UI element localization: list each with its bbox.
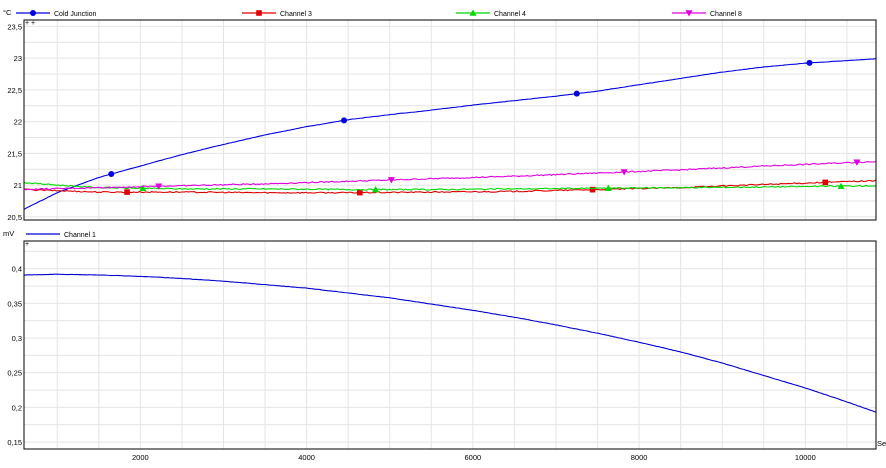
series-marker: [155, 183, 163, 190]
y-unit-label: mV: [3, 229, 14, 238]
series-marker: [573, 90, 580, 97]
series-marker: [620, 169, 628, 176]
y-tick-label: 0,25: [7, 369, 22, 378]
series-line-channel-3: [23, 179, 877, 194]
legend-label: Cold Junction: [54, 11, 97, 18]
series-marker: [372, 186, 380, 193]
series-marker: [604, 184, 612, 191]
series-line-channel-1: [24, 273, 877, 413]
series-line-channel-4: [23, 181, 877, 191]
x-unit-label: Se: [877, 439, 886, 448]
series-marker: [387, 177, 395, 184]
y-tick-label: 22,5: [7, 86, 22, 95]
legend-label: Channel 3: [280, 11, 312, 18]
series-marker: [853, 159, 861, 166]
y-tick-label: 21,5: [7, 149, 22, 158]
y-tick-label: 23,5: [7, 22, 22, 31]
series-marker: [341, 117, 348, 124]
series-marker: [806, 59, 813, 66]
x-tick-label: 10000: [795, 453, 816, 462]
series-marker: [589, 186, 596, 193]
y-unit-label: °C: [3, 8, 12, 17]
series-marker: [139, 184, 147, 192]
legend-marker: [30, 10, 36, 16]
series-line-channel-8: [23, 160, 877, 191]
legend-marker: [256, 10, 262, 16]
series-marker: [822, 179, 829, 186]
corner-mark: +: [25, 241, 29, 248]
y-tick-label: 23: [14, 54, 22, 63]
legend-label: Channel 4: [494, 11, 526, 18]
series-marker: [837, 182, 845, 189]
x-tick-label: 6000: [465, 453, 482, 462]
x-tick-label: 4000: [298, 453, 315, 462]
series-marker: [124, 189, 130, 195]
plot-frame: [23, 240, 877, 450]
legend-label: Channel 8: [710, 11, 742, 18]
legend-marker: [685, 10, 693, 17]
y-tick-label: 22: [14, 118, 22, 127]
y-tick-label: 0,3: [12, 334, 22, 343]
y-tick-label: 20,5: [7, 213, 22, 222]
series-marker: [108, 171, 115, 178]
y-tick-label: 21: [14, 181, 22, 190]
y-tick-label: 0,4: [12, 265, 22, 274]
legend-label: Channel 1: [64, 232, 96, 239]
corner-mark: +: [31, 20, 35, 27]
y-tick-label: 0,35: [7, 299, 22, 308]
legend-marker: [469, 9, 477, 16]
corner-mark: +: [25, 20, 29, 27]
series-line-cold-junction: [23, 58, 877, 210]
x-tick-label: 8000: [631, 453, 648, 462]
y-tick-label: 0,15: [7, 438, 22, 447]
series-marker: [357, 189, 363, 196]
y-tick-label: 0,2: [12, 403, 22, 412]
x-tick-label: 2000: [132, 453, 149, 462]
plot-frame: [23, 19, 877, 221]
